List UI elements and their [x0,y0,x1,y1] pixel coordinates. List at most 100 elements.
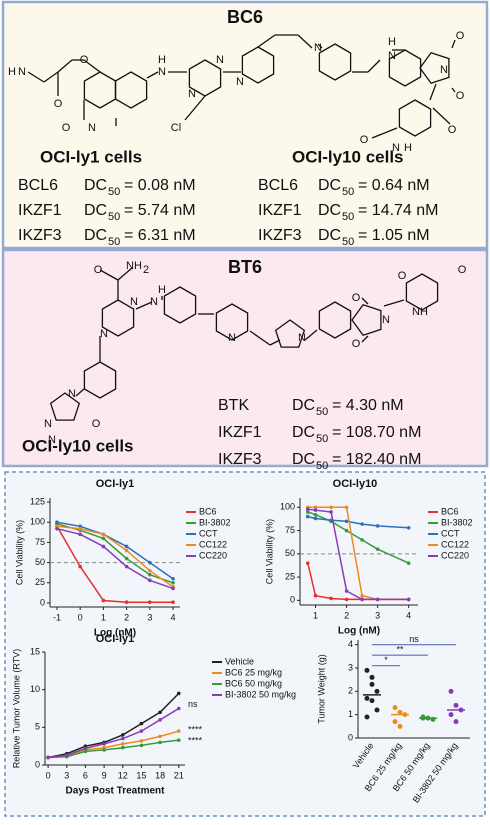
data-point [78,564,82,569]
value: = 182.40 nM [332,451,421,468]
data-point [374,707,380,713]
ring [114,71,148,109]
y-tick-label: 75 [285,525,295,535]
y-tick-label: 100 [280,502,295,512]
atom: N [88,122,96,134]
atom: N [228,332,236,344]
annotation: ns [188,699,198,709]
data-point [448,712,454,718]
data-point [344,589,349,593]
value: = 0.64 nM [358,177,430,194]
data-point [344,505,349,510]
data-point [171,586,175,591]
bond [257,34,276,48]
data-point [171,576,175,581]
atom: N [130,296,138,308]
atom: H [158,54,166,66]
target: BCL6 [18,177,58,194]
atom: O [398,270,407,282]
atom: N [158,66,166,78]
y-tick-label: 50 [285,548,295,558]
x-tick-label: 21 [174,770,184,780]
data-point [120,736,125,741]
x-axis-label: Log (nM) [94,628,136,639]
cell-line: OCI-ly10 cells [292,147,404,166]
legend-label: BC6 [199,506,217,516]
atom: O [352,292,361,304]
value: = 0.08 nM [124,177,196,194]
ring [241,46,275,84]
data-point [364,714,370,720]
atom: N [314,42,322,54]
annotation: **** [188,725,203,735]
data-point [139,743,144,748]
bond [304,329,318,341]
y-axis-label: Cell Viability (%) [264,519,274,584]
y-tick-label: 0 [290,595,295,605]
bond [297,34,313,49]
metric-sub: 50 [108,211,120,223]
y-tick-label: 5 [35,722,40,732]
legend-label: CC122 [199,539,227,549]
atom: N [216,54,224,66]
y-axis-label: Tumor Weight (g) [316,654,326,724]
data-point [148,578,152,583]
ring [351,304,382,336]
bond [117,267,133,281]
x-axis-label: Log (nM) [338,626,380,637]
x-axis-label: Days Post Treatment [66,786,166,797]
data-point [120,745,125,750]
ring [49,392,81,421]
bond [269,339,281,346]
data-point [406,597,411,602]
y-tick-label: 1 [348,709,353,719]
data-point [55,520,59,525]
atom: H [158,284,166,296]
data-point [101,532,106,537]
series-line [56,523,174,584]
data-point [158,734,162,739]
atom: O [92,418,101,430]
data-point [64,753,69,758]
y-tick-label: 2 [348,686,353,696]
data-point [369,674,375,680]
atom: O [456,30,465,42]
bond [361,297,369,305]
data-point [329,596,333,601]
data-point [369,681,375,687]
data-point [392,705,398,711]
annotation: **** [188,735,203,745]
data-point [120,742,125,746]
value: = 108.70 nM [332,424,421,441]
x-tick-label: 6 [83,770,88,780]
atom: N [44,418,52,430]
y-tick-label: 0 [348,732,353,742]
y-axis-label: Relative Tumor Volume (RTV) [11,649,21,768]
metric: DC [292,424,315,441]
data-point [406,561,411,565]
bond [135,301,153,310]
y-tick-label: 10 [30,684,40,694]
x-tick-label: 4 [171,612,176,622]
bc6-panel [1,0,489,250]
data-point [313,516,318,521]
x-tick-label: 15 [136,770,146,780]
atom: O [54,98,63,110]
y-tick-label: 100 [30,517,45,527]
y-tick-label: 75 [35,537,45,547]
x-tick-label: 12 [118,770,128,780]
ring [388,49,422,87]
data-point [344,519,349,524]
legend-label: BI-3802 50 mg/kg [225,689,296,699]
series-line [56,527,174,590]
x-tick-label: 0 [78,612,83,622]
y-tick-label: 15 [30,646,40,656]
atom: N [48,434,56,446]
metric: DC [318,227,341,244]
data-point [171,580,175,585]
x-tick-label: 2 [344,610,349,620]
comparison-label: ** [396,645,404,655]
data-point [148,560,152,565]
target: IKZF1 [218,424,262,441]
